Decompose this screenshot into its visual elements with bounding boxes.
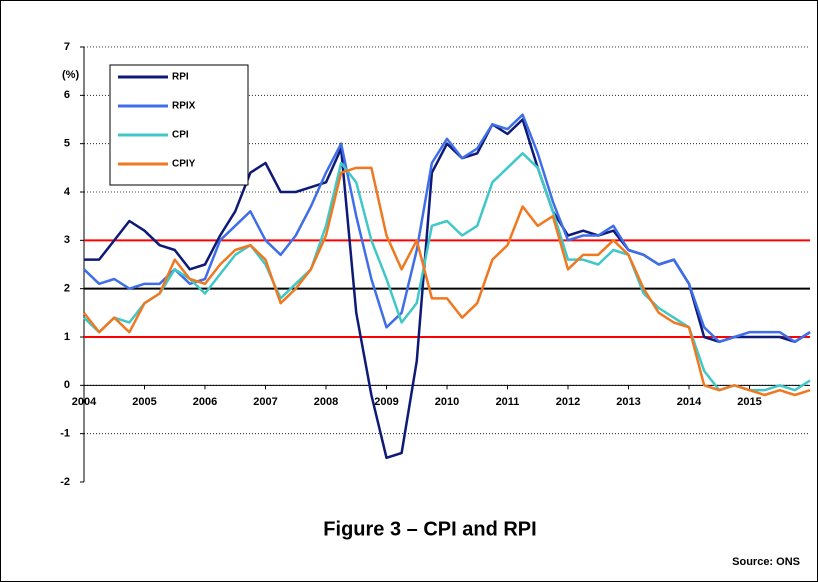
x-tick-label: 2011 — [496, 396, 520, 408]
x-tick-label: 2010 — [435, 396, 459, 408]
y-tick-label: 7 — [64, 41, 70, 53]
y-tick-label: -2 — [60, 476, 70, 488]
source: Source: ONS — [732, 556, 800, 568]
y-tick-label: 6 — [64, 89, 70, 101]
legend-label: CPI — [172, 130, 189, 141]
y-tick-label: -1 — [60, 428, 70, 440]
y-tick-label: 1 — [64, 331, 70, 343]
y-tick-label: 2 — [64, 283, 70, 295]
x-tick-label: 2008 — [314, 396, 338, 408]
legend-label: CPIY — [172, 159, 196, 170]
x-tick-label: 2014 — [677, 396, 702, 408]
x-tick-label: 2006 — [193, 396, 217, 408]
x-tick-label: 2012 — [556, 396, 580, 408]
chart-title: Figure 3 – CPI and RPI — [323, 518, 536, 540]
x-tick-label: 2005 — [132, 396, 156, 408]
y-tick-label: 5 — [64, 138, 70, 150]
series-line — [83, 166, 811, 397]
y-tick-label: 4 — [64, 186, 71, 198]
series-line — [83, 113, 811, 344]
x-tick-label: 2013 — [616, 396, 640, 408]
y-tick-label: 0 — [64, 379, 70, 391]
legend-label: RPI — [172, 72, 189, 83]
x-tick-label: 2007 — [253, 396, 277, 408]
y-tick-label: 3 — [64, 234, 70, 246]
y-axis-label: (%) — [62, 69, 79, 81]
x-tick-label: 2004 — [72, 396, 97, 408]
x-tick-label: 2009 — [374, 396, 398, 408]
legend-label: RPIX — [172, 101, 196, 112]
x-tick-label: 2015 — [737, 396, 761, 408]
